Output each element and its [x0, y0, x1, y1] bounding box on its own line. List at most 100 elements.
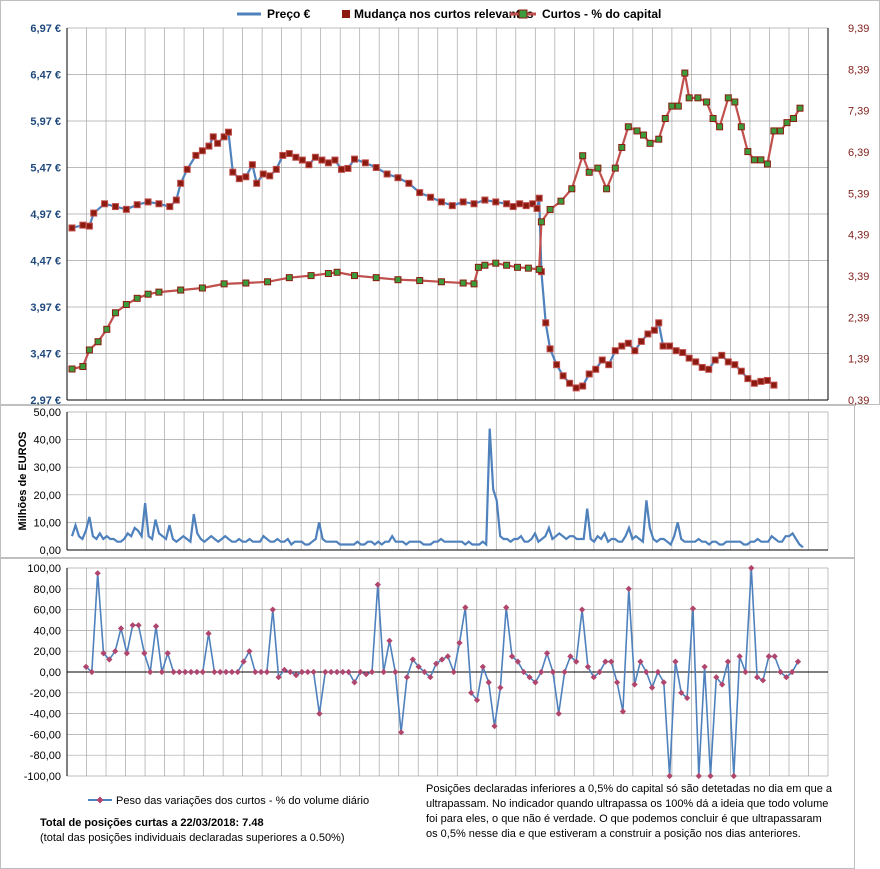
- short-pct-marker: [661, 115, 669, 123]
- variation-marker: [783, 674, 790, 681]
- short-pct-marker: [285, 274, 293, 282]
- y-left-tick-label: 6,47 €: [30, 70, 61, 82]
- short-change-marker: [481, 196, 489, 204]
- short-pct-marker: [416, 277, 424, 285]
- short-change-marker: [101, 200, 109, 208]
- short-pct-marker: [513, 263, 521, 271]
- variation-marker: [374, 581, 381, 588]
- short-change-marker: [361, 159, 369, 167]
- short-change-marker: [592, 365, 600, 373]
- short-pct-marker: [437, 278, 445, 286]
- variation-marker: [561, 668, 568, 676]
- variation-marker: [701, 663, 708, 670]
- short-change-marker: [166, 203, 174, 211]
- short-change-marker: [718, 351, 726, 359]
- variation-marker: [689, 605, 697, 612]
- short-change-marker: [566, 379, 574, 387]
- variation-marker: [135, 622, 142, 629]
- short-change-marker: [533, 204, 541, 212]
- short-pct-marker: [737, 123, 745, 131]
- short-change-marker: [229, 168, 237, 176]
- y-tick-label: 0,00: [40, 545, 61, 557]
- short-change-marker: [416, 189, 424, 197]
- y-tick-label: 40,00: [33, 435, 61, 447]
- variation-marker: [508, 653, 516, 660]
- short-pct-marker: [750, 156, 758, 164]
- short-change-marker: [85, 222, 93, 230]
- short-change-marker: [192, 151, 200, 159]
- short-change-marker: [529, 200, 537, 208]
- y-left-tick-label: 5,97 €: [30, 116, 61, 128]
- variation-marker: [608, 658, 615, 665]
- short-change-marker: [459, 198, 467, 206]
- variation-marker: [590, 674, 597, 681]
- short-pct-marker: [394, 276, 402, 284]
- short-pct-marker: [668, 102, 676, 110]
- variation-marker: [468, 689, 475, 696]
- short-pct-marker: [744, 148, 752, 156]
- short-pct-marker: [716, 123, 724, 131]
- y-tick-label: 0,00: [40, 667, 61, 679]
- short-pct-marker: [242, 279, 250, 287]
- short-change-marker: [509, 203, 517, 211]
- short-change-marker: [220, 133, 228, 141]
- short-pct-marker: [324, 270, 332, 278]
- short-change-marker: [711, 356, 719, 364]
- short-change-marker: [68, 224, 76, 232]
- short-pct-marker: [731, 98, 739, 106]
- short-change-marker: [448, 202, 456, 210]
- variation-marker: [398, 729, 405, 736]
- short-change-marker: [90, 209, 98, 217]
- short-change-marker: [205, 142, 213, 150]
- variation-marker: [287, 668, 294, 676]
- short-pct-marker: [79, 363, 87, 371]
- short-change-marker: [546, 345, 554, 353]
- short-change-marker: [298, 156, 306, 164]
- y-tick-label: 50,00: [33, 407, 61, 419]
- variation-marker: [625, 585, 632, 592]
- y-right-tick-label: 1,39: [848, 354, 869, 366]
- short-pct-marker: [694, 94, 702, 102]
- short-change-marker: [666, 342, 674, 350]
- short-pct-marker: [481, 261, 489, 269]
- short-pct-marker: [618, 143, 626, 151]
- short-change-marker: [344, 164, 352, 172]
- y-right-tick-label: 9,39: [848, 23, 869, 35]
- y-tick-label: -40,00: [30, 709, 61, 721]
- y-tick-label: -20,00: [30, 688, 61, 700]
- variation-marker: [462, 604, 469, 611]
- y-axis-title: Milhões de EUROS: [17, 431, 29, 530]
- variation-marker: [672, 658, 679, 665]
- variation-marker: [263, 668, 271, 676]
- short-change-marker: [698, 363, 706, 371]
- short-change-marker: [235, 175, 243, 183]
- variation-marker: [433, 660, 440, 667]
- short-pct-marker: [796, 104, 804, 112]
- short-change-marker: [324, 159, 332, 167]
- short-pct-marker: [524, 264, 532, 272]
- variation-marker: [526, 674, 533, 681]
- variation-marker: [409, 656, 416, 663]
- variation-marker: [789, 668, 796, 676]
- variation-marker: [351, 679, 358, 686]
- short-change-marker: [311, 153, 319, 161]
- short-pct-marker: [133, 294, 141, 302]
- variation-marker: [543, 650, 551, 657]
- variation-marker: [380, 668, 387, 676]
- variation-marker: [602, 658, 609, 665]
- short-pct-marker: [103, 325, 111, 333]
- short-change-marker: [763, 376, 771, 384]
- short-pct-marker: [68, 365, 76, 373]
- short-pct-marker: [474, 263, 482, 271]
- short-change-marker: [522, 202, 530, 210]
- short-pct-marker: [703, 98, 711, 106]
- short-change-marker: [637, 337, 645, 345]
- y-tick-label: 40,00: [33, 625, 61, 637]
- legend-label: Curtos - % do capital: [542, 7, 661, 21]
- variation-marker: [771, 653, 778, 660]
- variation-marker: [438, 656, 446, 663]
- short-pct-marker: [546, 205, 554, 213]
- short-pct-marker: [674, 102, 682, 110]
- y-left-tick-label: 5,47 €: [30, 163, 61, 175]
